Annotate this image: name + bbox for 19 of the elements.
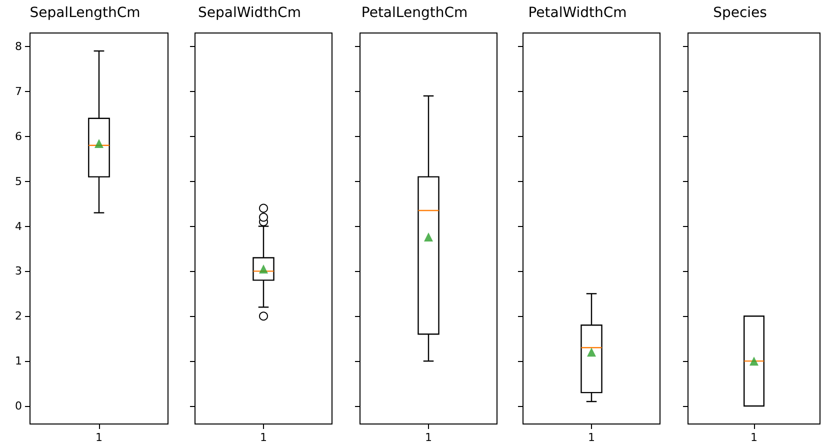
x-tick-label: 1 — [260, 431, 267, 444]
chart-title: PetalLengthCm — [361, 5, 468, 21]
x-tick-label: 1 — [588, 431, 595, 444]
x-tick-label: 1 — [425, 431, 432, 444]
y-tick-label: 7 — [15, 84, 22, 98]
y-tick-label: 4 — [15, 220, 22, 233]
y-tick-label: 1 — [15, 354, 22, 368]
x-tick-label: 1 — [96, 431, 102, 444]
y-tick-label: 6 — [15, 130, 22, 143]
y-tick-label: 8 — [15, 40, 22, 53]
y-tick-label: 5 — [15, 174, 22, 188]
chart-title: SepalLengthCm — [30, 5, 140, 21]
y-tick-label: 2 — [15, 310, 22, 323]
y-tick-label: 0 — [15, 400, 22, 413]
y-tick-label: 3 — [15, 264, 22, 278]
chart-title: SepalWidthCm — [198, 5, 301, 21]
chart-title: PetalWidthCm — [528, 5, 627, 21]
x-tick-label: 1 — [750, 431, 758, 444]
chart-title: Species — [713, 5, 767, 21]
